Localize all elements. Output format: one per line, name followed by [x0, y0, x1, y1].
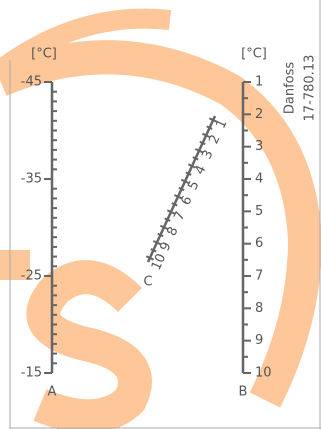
minor-tick: [164, 217, 171, 222]
tick-label: 9: [158, 240, 175, 254]
minor-tick: [206, 125, 213, 130]
tick-label: 7: [172, 209, 189, 223]
tick-label: 10: [255, 366, 272, 381]
tick: [173, 194, 183, 200]
brand: Danfoss: [283, 62, 298, 115]
tick: [194, 148, 204, 154]
tick-label: 1: [255, 75, 263, 90]
tick-label: 9: [255, 333, 263, 348]
tick: [145, 255, 155, 261]
tick-label: 8: [165, 225, 182, 239]
minor-tick: [199, 140, 206, 146]
tick-label: 5: [255, 204, 263, 219]
tick-label: 4: [193, 163, 210, 177]
tick-label: 7: [255, 269, 263, 284]
tick-label: -35: [21, 172, 42, 187]
tick: [159, 224, 169, 230]
unit-label: [°C]: [31, 47, 57, 62]
minor-tick: [185, 171, 192, 176]
tick-label: -15: [21, 366, 42, 381]
tick-label: 2: [207, 133, 224, 147]
tick-label: 6: [255, 236, 263, 251]
tick: [166, 209, 176, 215]
tick-label: 6: [179, 194, 196, 208]
tick-label: 2: [255, 107, 263, 122]
tick-label: -25: [21, 269, 42, 284]
minor-tick: [150, 248, 157, 253]
minor-tick: [192, 156, 199, 161]
tick: [180, 178, 190, 184]
tick-label: 4: [255, 172, 263, 187]
scale-letter: B: [239, 385, 248, 400]
tick: [152, 240, 162, 246]
tick: [208, 117, 218, 123]
scale-letter: A: [48, 385, 57, 400]
scale-letter: C: [143, 275, 152, 290]
tick-label: 8: [255, 301, 263, 316]
minor-tick: [178, 186, 185, 192]
tick-label: 3: [200, 148, 217, 162]
tick: [201, 132, 211, 138]
tick: [187, 163, 197, 169]
minor-tick: [157, 232, 164, 238]
code: 17-780.13: [303, 55, 318, 122]
tick-label: 3: [255, 139, 263, 154]
tick-label: 5: [186, 179, 203, 193]
tick-label: -45: [21, 75, 42, 90]
unit-label: [°C]: [241, 47, 267, 62]
tick-label: 1: [214, 117, 231, 131]
minor-tick: [171, 202, 178, 207]
tick-label: 10: [149, 252, 170, 273]
logo-watermark: [0, 8, 321, 429]
